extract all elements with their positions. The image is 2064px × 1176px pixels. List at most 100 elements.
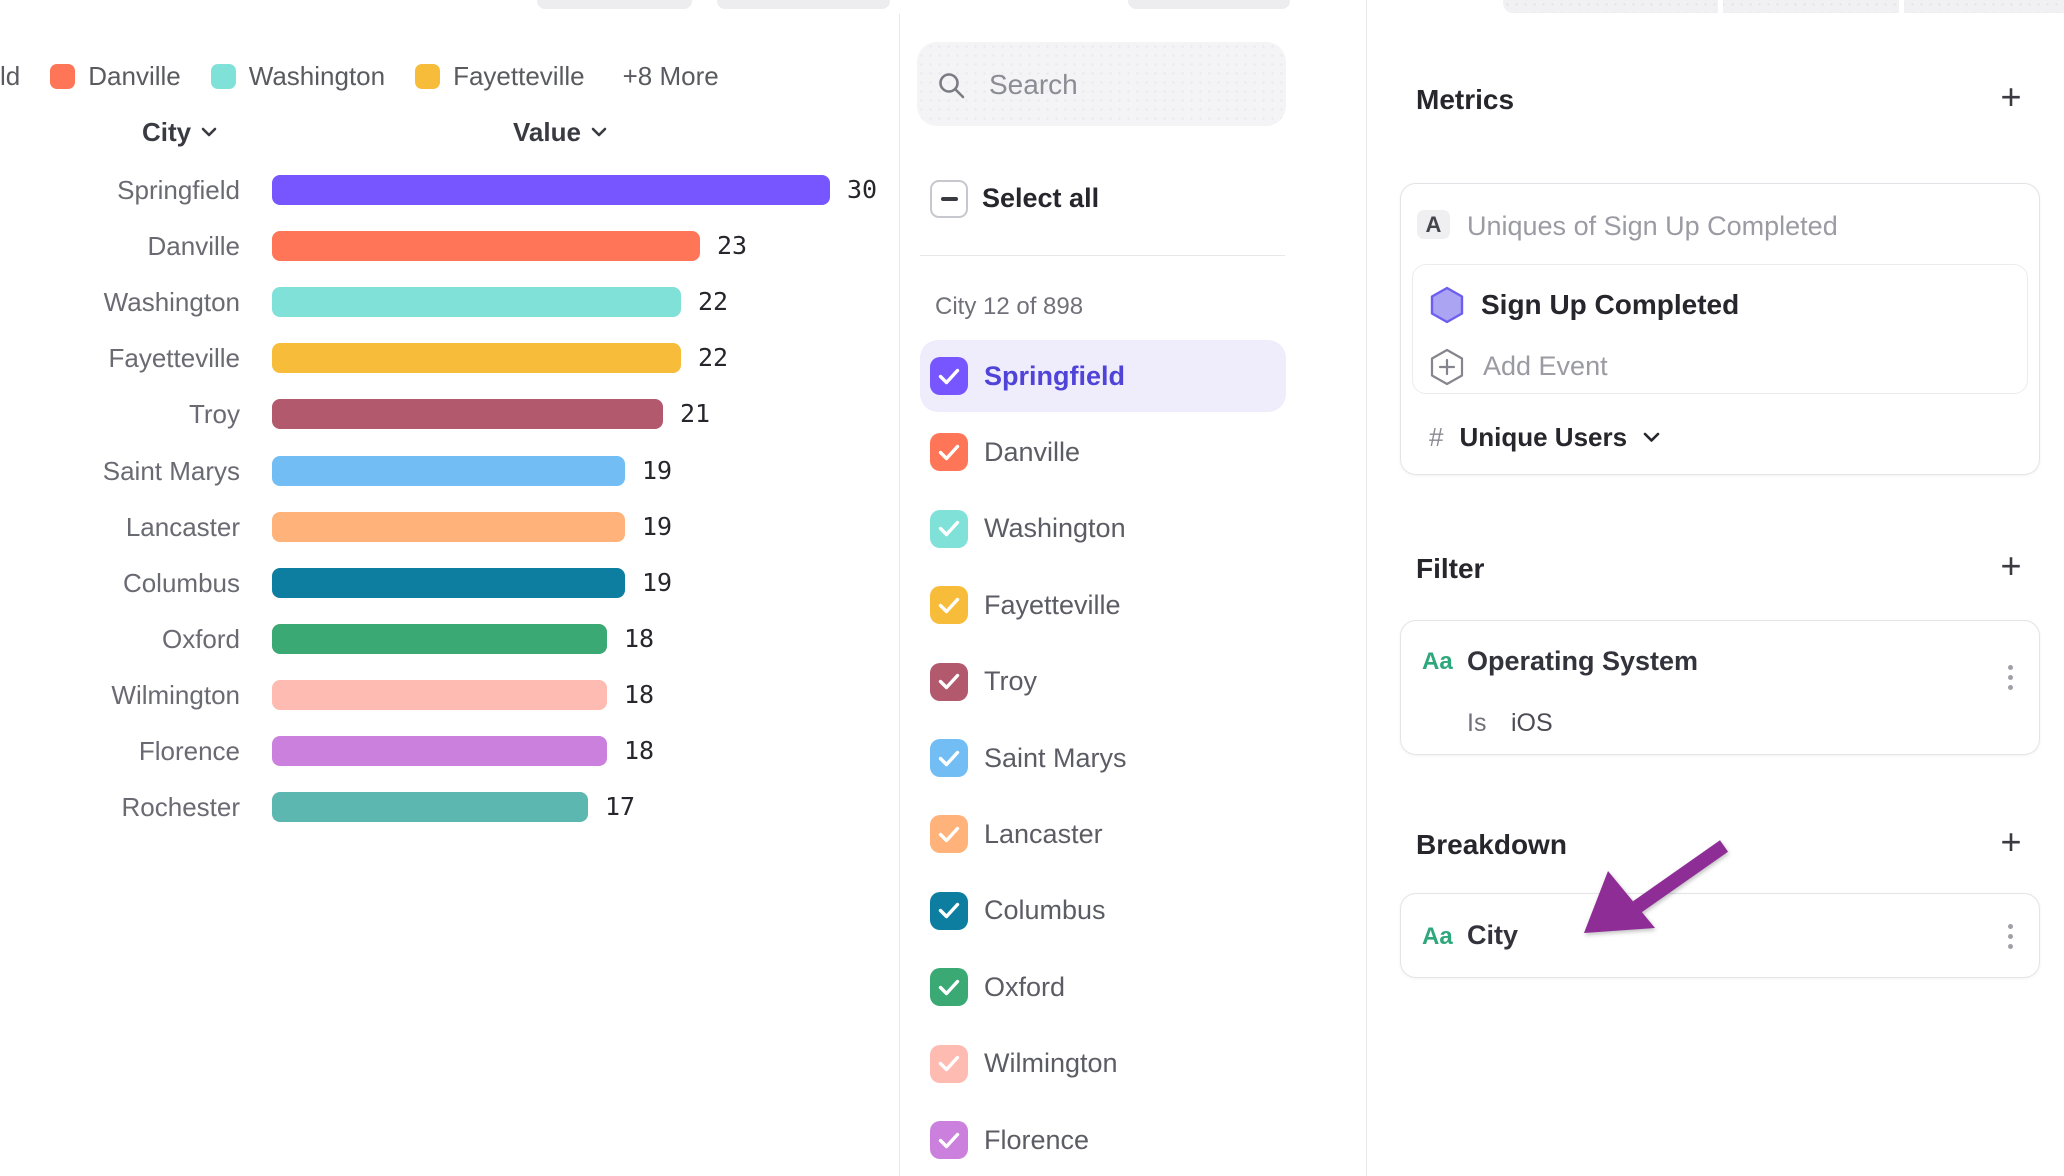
bar-category-label: Rochester <box>121 792 241 823</box>
chevron-down-icon <box>1643 432 1660 442</box>
city-option[interactable]: Troy <box>920 646 1286 718</box>
aggregation-selector[interactable]: # Unique Users <box>1429 422 1660 453</box>
check-icon <box>938 750 960 766</box>
add-filter-button[interactable]: + <box>2000 545 2022 586</box>
top-tab-stub[interactable] <box>537 0 692 9</box>
event-name[interactable]: Sign Up Completed <box>1481 289 1740 320</box>
city-option-label: Wilmington <box>984 1048 1118 1079</box>
bar-value-label: 22 <box>698 343 729 373</box>
city-option[interactable]: Oxford <box>920 951 1286 1023</box>
city-option[interactable]: Washington <box>920 493 1286 565</box>
city-option[interactable]: Lancaster <box>920 798 1286 870</box>
check-icon <box>938 597 960 613</box>
bar-category-label: Troy <box>188 399 240 430</box>
breakdown-card[interactable]: Aa City <box>1400 893 2040 978</box>
legend-more-label[interactable]: +8 More <box>622 60 719 91</box>
filter-card[interactable]: Aa Operating System Is iOS <box>1400 620 2040 755</box>
chevron-down-icon <box>201 127 217 137</box>
add-event-label[interactable]: Add Event <box>1483 351 1608 381</box>
search-box <box>917 42 1286 128</box>
city-option[interactable]: Fayetteville <box>920 569 1286 641</box>
city-checkbox[interactable] <box>930 1121 968 1159</box>
metrics-section-title: Metrics <box>1416 84 1515 115</box>
city-option[interactable]: Danville <box>920 416 1286 488</box>
check-icon <box>938 673 960 690</box>
metric-card: A Uniques of Sign Up Completed Sign Up C… <box>1400 183 2040 475</box>
city-checkbox[interactable] <box>930 891 968 930</box>
bar[interactable] <box>272 175 830 205</box>
city-checkbox[interactable] <box>930 739 968 777</box>
city-checkbox[interactable] <box>930 662 968 701</box>
city-checkbox[interactable] <box>930 815 968 854</box>
bar[interactable] <box>272 679 607 710</box>
top-tab-stub[interactable] <box>717 0 890 9</box>
bar[interactable] <box>272 343 681 374</box>
kebab-menu-icon[interactable] <box>2008 665 2013 690</box>
city-option-list: Springfield Danville Washington Fayettevill… <box>920 340 1286 1176</box>
bar-category-label: Florence <box>138 736 240 766</box>
city-checkbox[interactable] <box>930 509 968 548</box>
legend-item-label[interactable]: Fayetteville <box>453 60 585 91</box>
panel-divider <box>899 14 900 1176</box>
bar[interactable] <box>272 231 700 262</box>
view-toggle-stub[interactable] <box>1503 0 2064 13</box>
legend-item-label[interactable]: Danville <box>88 60 181 91</box>
city-option[interactable]: Saint Marys <box>920 722 1286 794</box>
search-input[interactable] <box>987 42 1271 128</box>
city-option-label: Troy <box>984 666 1037 697</box>
city-checkbox[interactable] <box>930 1044 968 1083</box>
select-all-checkbox[interactable] <box>930 180 968 218</box>
bar[interactable] <box>272 736 607 766</box>
bar[interactable] <box>272 623 607 654</box>
bar[interactable] <box>272 792 588 823</box>
city-checkbox[interactable] <box>930 433 968 472</box>
add-metric-button[interactable]: + <box>2000 76 2022 117</box>
column-header-value[interactable]: Value <box>513 117 607 147</box>
city-option-label: Washington <box>984 513 1126 544</box>
bar-category-label: Springfield <box>117 175 240 205</box>
bar[interactable] <box>272 399 663 430</box>
bar-category-label: Columbus <box>122 567 240 598</box>
bar[interactable] <box>272 287 681 318</box>
add-breakdown-button[interactable]: + <box>2000 821 2022 862</box>
bar-value-label: 22 <box>698 287 729 317</box>
bar-category-label: Lancaster <box>125 511 240 542</box>
bar-value-label: 17 <box>605 792 636 822</box>
city-option[interactable]: Springfield <box>920 340 1286 412</box>
legend-item-label[interactable]: Washington <box>248 60 386 91</box>
bar-value-label: 19 <box>642 511 673 541</box>
bar[interactable] <box>272 567 625 598</box>
city-checkbox[interactable] <box>930 586 968 625</box>
top-tab-stub[interactable] <box>1128 0 1290 9</box>
kebab-menu-icon[interactable] <box>2008 924 2013 949</box>
filter-operator-label[interactable]: Is <box>1467 709 1487 737</box>
city-option-label: Saint Marys <box>984 742 1127 773</box>
bar-category-label: Wilmington <box>111 679 240 710</box>
city-checkbox[interactable] <box>930 968 968 1007</box>
add-event-icon[interactable] <box>1429 348 1465 386</box>
filter-property-label[interactable]: Operating System <box>1467 646 1699 676</box>
city-checkbox[interactable] <box>930 357 968 395</box>
city-option[interactable]: Columbus <box>920 875 1286 947</box>
view-toggle-divider <box>1718 0 1723 13</box>
check-icon <box>938 903 960 919</box>
column-header-city[interactable]: City <box>142 117 217 147</box>
check-icon <box>938 521 960 537</box>
filter-value-label[interactable]: iOS <box>1511 709 1553 737</box>
check-icon <box>938 826 960 843</box>
city-option-label: Oxford <box>984 971 1066 1002</box>
bar-value-label: 30 <box>847 175 878 204</box>
breakdown-property-label[interactable]: City <box>1467 920 1519 950</box>
metric-formula-label: Uniques of Sign Up Completed <box>1467 211 1838 241</box>
bar-value-label: 18 <box>624 736 655 765</box>
hash-icon: # <box>1429 422 1444 452</box>
city-option[interactable]: Wilmington <box>920 1028 1286 1100</box>
bar-value-label: 19 <box>642 455 673 485</box>
bar[interactable] <box>272 511 625 542</box>
bar[interactable] <box>272 455 625 486</box>
bar-value-label: 23 <box>717 231 748 261</box>
city-option-label: Danville <box>984 436 1081 467</box>
city-option[interactable]: Florence <box>920 1104 1286 1176</box>
metric-letter-badge: A <box>1417 210 1450 239</box>
